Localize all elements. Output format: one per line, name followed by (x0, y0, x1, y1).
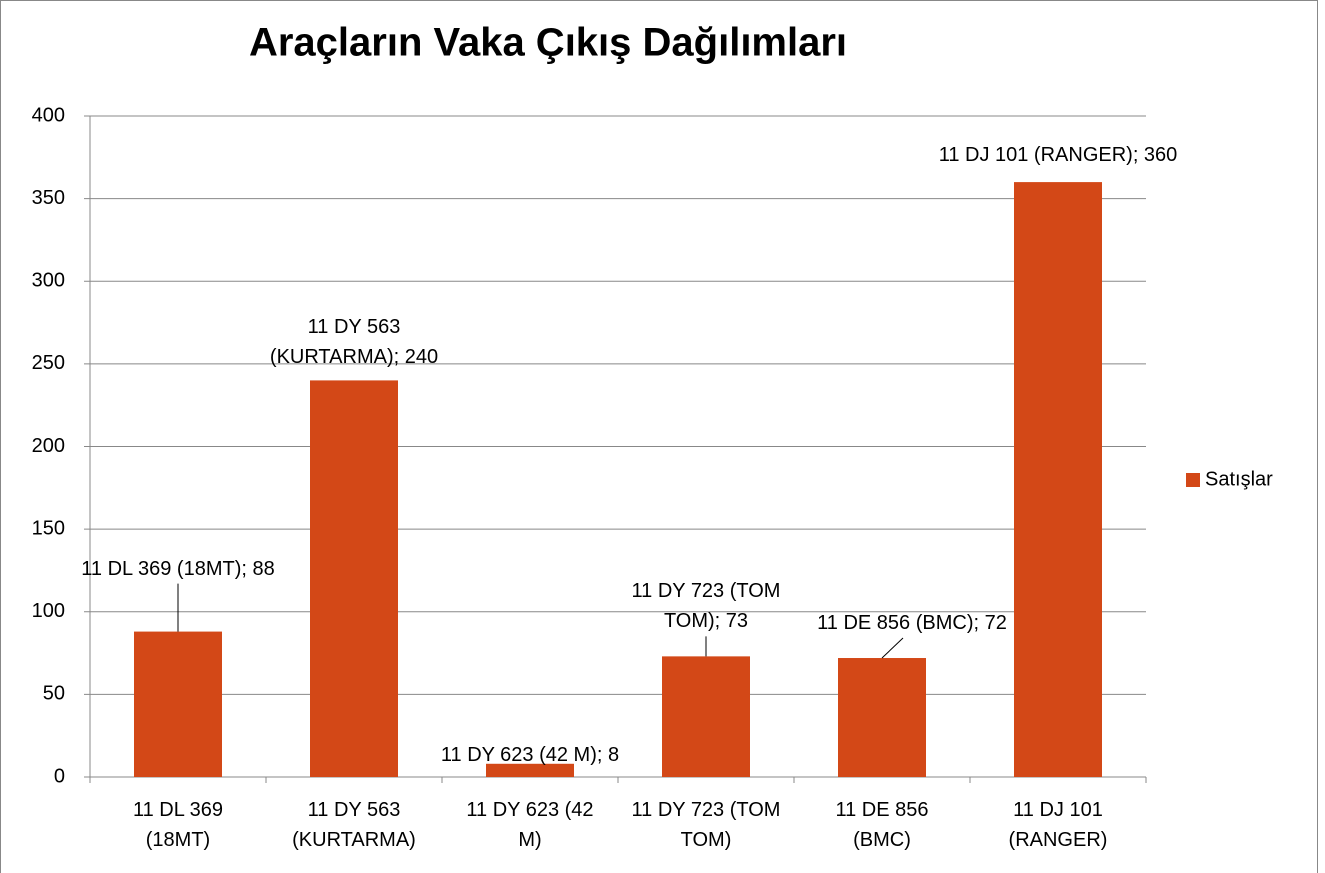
y-tick-label: 250 (32, 352, 65, 374)
y-tick-label: 50 (43, 683, 65, 705)
data-label: 11 DL 369 (18MT); 88 (81, 557, 275, 580)
data-label: 11 DY 623 (42 M); 8 (440, 743, 620, 766)
bar (1014, 182, 1102, 778)
bar (310, 380, 398, 777)
data-label: 11 DJ 101 (RANGER); 360 (938, 144, 1178, 167)
y-tick-label: 350 (32, 187, 65, 209)
x-tick-label: 11 DE 856 (BMC) (835, 799, 929, 851)
bar (134, 631, 222, 777)
x-tick-label: 11 DY 563 (KURTARMA) (292, 799, 416, 851)
y-tick-label: 100 (32, 600, 65, 622)
bar (662, 656, 750, 777)
x-tick-label: 11 DJ 101 (RANGER) (1008, 799, 1108, 851)
data-label: 11 DY 563 (KURTARMA); 240 (269, 316, 439, 369)
legend-swatch (1186, 473, 1200, 487)
y-tick-label: 300 (32, 270, 65, 292)
y-tick-label: 150 (32, 517, 65, 539)
bar (838, 658, 926, 777)
bar (486, 763, 574, 777)
x-tick-label: 11 DL 369 (18MT) (132, 799, 224, 851)
data-label: 11 DY 723 (TOM TOM); 73 (631, 580, 781, 633)
y-tick-label: 200 (32, 435, 65, 457)
leader-line (881, 637, 904, 659)
chart-title: Araçların Vaka Çıkış Dağılımları (249, 21, 847, 65)
legend-label: Satışlar (1205, 468, 1273, 490)
x-tick-label: 11 DY 623 (42 M) (466, 799, 594, 851)
data-label: 11 DE 856 (BMC); 72 (817, 612, 1007, 635)
y-tick-label: 400 (32, 104, 65, 126)
x-tick-label: 11 DY 723 (TOM TOM) (631, 799, 781, 851)
y-tick-label: 0 (54, 765, 65, 787)
